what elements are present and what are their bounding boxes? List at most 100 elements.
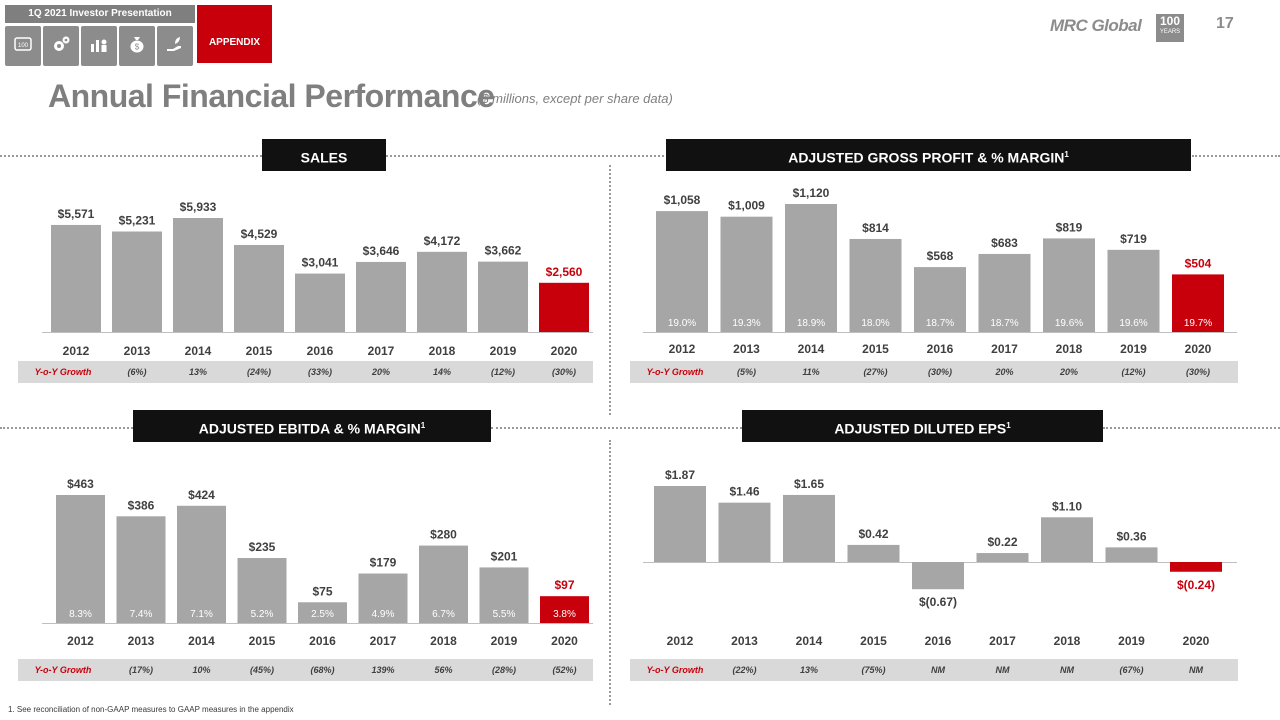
ebitda-value-label: $386 <box>128 498 155 512</box>
sales-growth-value: 14% <box>433 367 451 377</box>
gross-profit-year-label: 2020 <box>1185 342 1212 356</box>
sales-year-label: 2016 <box>307 344 334 358</box>
ebitda-value-label: $179 <box>370 556 397 570</box>
eps-year-label: 2014 <box>796 634 823 648</box>
ebitda-growth-label: Y-o-Y Growth <box>35 665 92 675</box>
ebitda-value-label: $201 <box>491 549 518 563</box>
sales-value-label: $5,231 <box>119 213 156 227</box>
eps-bar <box>1170 562 1222 572</box>
ebitda-growth-strip <box>18 659 593 681</box>
ebitda-margin-label: 3.8% <box>553 609 576 620</box>
gross-profit-bar <box>978 253 1031 332</box>
ebitda-bar <box>540 596 589 623</box>
ebitda-year-label: 2012 <box>67 634 94 648</box>
ebitda-year-label: 2019 <box>491 634 518 648</box>
eps-value-label: $1.87 <box>665 468 695 482</box>
gross-profit-value-label: $1,058 <box>664 193 701 207</box>
100-years-icon: 100 <box>14 37 32 51</box>
gross-profit-value-label: $814 <box>862 221 889 235</box>
sales-header: SALES <box>262 139 386 171</box>
eps-growth-value: NM <box>1060 665 1074 675</box>
gross-profit-year-label: 2018 <box>1056 342 1083 356</box>
gross-profit-growth-value: (12%) <box>1121 367 1145 377</box>
eps-value-label: $(0.67) <box>919 595 957 609</box>
sales-bar <box>539 282 589 332</box>
sales-value-label: $2,560 <box>546 265 583 279</box>
sales-bar <box>295 273 345 332</box>
eps-value-label: $0.22 <box>987 535 1017 549</box>
gross-profit-year-label: 2017 <box>991 342 1018 356</box>
eps-growth-strip <box>630 659 1238 681</box>
tab-people-chart[interactable] <box>81 26 117 66</box>
eps-bar <box>783 494 835 562</box>
sales-year-label: 2015 <box>246 344 273 358</box>
sales-bar <box>417 251 467 332</box>
ebitda-year-label: 2015 <box>249 634 276 648</box>
divider <box>386 155 664 157</box>
eps-growth-value: NM <box>931 665 945 675</box>
ebitda-growth-value: 10% <box>192 665 210 675</box>
tab-gears[interactable] <box>43 26 79 66</box>
eps-bar <box>912 562 964 590</box>
gross-profit-year-label: 2019 <box>1120 342 1147 356</box>
gross-profit-bar <box>1172 274 1224 332</box>
hand-growth-icon <box>167 37 181 51</box>
eps-year-label: 2012 <box>667 634 694 648</box>
sales-header-label: SALES <box>300 149 348 166</box>
ebitda-year-label: 2014 <box>188 634 215 648</box>
ebitda-value-label: $97 <box>554 578 574 592</box>
eps-bar <box>847 544 900 562</box>
eps-header-sup: 1 <box>1006 421 1011 430</box>
ebitda-year-label: 2016 <box>309 634 336 648</box>
sales-bar <box>112 231 162 332</box>
tab-money-bag[interactable]: $ <box>119 26 155 66</box>
svg-text:$: $ <box>135 43 140 52</box>
ebitda-bar <box>56 495 105 623</box>
ebitda-bar <box>237 558 287 623</box>
gross-profit-growth-value: (30%) <box>928 367 952 377</box>
gross-profit-margin-label: 19.0% <box>668 318 696 329</box>
svg-text:100: 100 <box>18 43 29 49</box>
divider <box>0 155 262 157</box>
sales-growth-strip <box>18 361 593 383</box>
eps-year-label: 2013 <box>731 634 758 648</box>
gross-profit-header-sup: 1 <box>1064 150 1069 159</box>
sales-bar <box>51 224 101 332</box>
eps-value-label: $0.42 <box>858 527 888 541</box>
gross-profit-bar <box>656 211 708 332</box>
gross-profit-margin-label: 18.9% <box>797 318 825 329</box>
eps-value-label: $0.36 <box>1116 529 1146 543</box>
page-title: Annual Financial Performance <box>48 78 495 114</box>
appendix-tab[interactable]: APPENDIX <box>197 5 272 63</box>
gross-profit-growth-value: 11% <box>802 367 819 377</box>
tab-100-years[interactable]: 100 <box>5 26 41 66</box>
gross-profit-year-label: 2015 <box>862 342 889 356</box>
sales-growth-value: (12%) <box>491 367 515 377</box>
ebitda-value-label: $463 <box>67 477 94 491</box>
divider <box>1192 155 1280 157</box>
eps-year-label: 2018 <box>1054 634 1081 648</box>
ebitda-header: ADJUSTED EBITDA & % MARGIN1 <box>133 410 491 442</box>
eps-bar <box>718 502 771 562</box>
ebitda-margin-label: 5.5% <box>493 609 516 620</box>
gross-profit-margin-label: 19.3% <box>732 318 760 329</box>
ebitda-growth-value: 139% <box>371 665 394 675</box>
sales-growth-value: (6%) <box>127 367 146 377</box>
gross-profit-growth-value: (30%) <box>1186 367 1210 377</box>
sales-bar <box>356 261 406 332</box>
ebitda-bar <box>116 516 166 623</box>
sales-year-label: 2017 <box>368 344 395 358</box>
ebitda-bar <box>358 573 408 623</box>
sales-bar <box>234 244 284 332</box>
eps-growth-value: NM <box>996 665 1010 675</box>
gross-profit-value-label: $819 <box>1056 220 1083 234</box>
eps-header-label: ADJUSTED DILUTED EPS <box>834 420 1007 437</box>
tab-hand-growth[interactable] <box>157 26 193 66</box>
page-number: 17 <box>1216 15 1234 32</box>
gross-profit-margin-label: 18.7% <box>926 318 954 329</box>
sales-year-label: 2013 <box>124 344 151 358</box>
sales-growth-value: (24%) <box>247 367 271 377</box>
eps-growth-value: 13% <box>800 665 818 675</box>
eps-bar <box>976 553 1029 562</box>
divider <box>491 427 742 429</box>
